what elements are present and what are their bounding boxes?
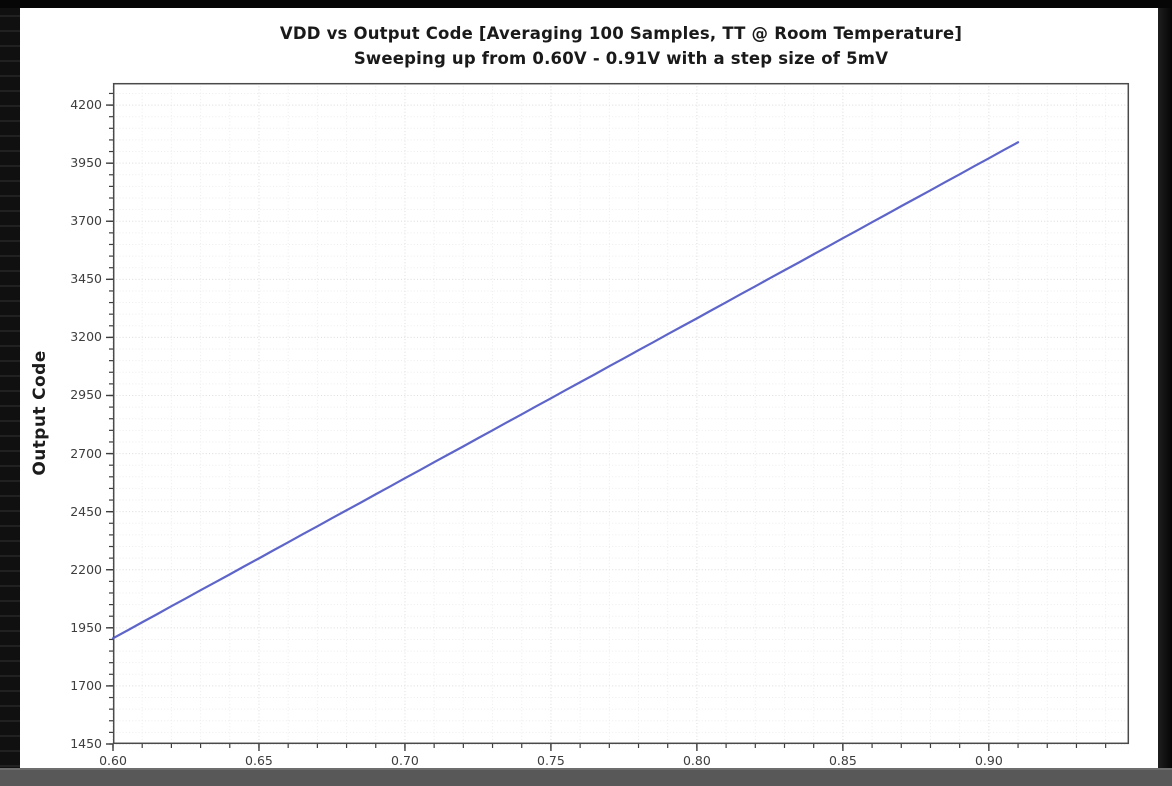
screen-border-right (1158, 0, 1172, 768)
chart-title-block: VDD vs Output Code [Averaging 100 Sample… (113, 21, 1129, 71)
y-tick-label: 4200 (70, 97, 102, 113)
x-tick-label: 0.60 (99, 753, 127, 768)
y-tick-label: 3450 (70, 271, 102, 287)
y-axis-label: Output Code (30, 350, 50, 476)
y-tick-label: 2700 (70, 445, 102, 461)
plot-area (106, 82, 1130, 751)
x-tick-label: 0.85 (828, 753, 857, 768)
y-tick-label: 1950 (70, 619, 102, 635)
y-tick-label: 3950 (70, 155, 102, 171)
y-tick-label: 1450 (70, 736, 102, 751)
y-tick-label: 3700 (70, 213, 102, 229)
y-tick-label: 1700 (70, 677, 102, 693)
chart-title: VDD vs Output Code [Averaging 100 Sample… (279, 24, 963, 43)
screen-border-top (0, 0, 1172, 8)
x-tick-label: 0.75 (537, 753, 565, 768)
x-tick-label: 0.90 (974, 753, 1003, 768)
data-line (111, 141, 1020, 640)
x-tick-label: 0.80 (682, 753, 711, 768)
plot-svg (106, 82, 1130, 751)
bottom-bar (0, 768, 1172, 786)
figure-canvas: VDD vs Output Code [Averaging 100 Sample… (20, 8, 1158, 768)
y-tick-label: 3200 (70, 329, 102, 345)
y-tick-label: 2450 (70, 503, 102, 519)
y-tick-label: 2200 (70, 561, 102, 577)
y-tick-label: 2950 (70, 387, 102, 403)
screen-border-left (0, 0, 20, 768)
chart-subtitle: Sweeping up from 0.60V - 0.91V with a st… (353, 49, 889, 68)
axes-spines (112, 82, 1130, 745)
x-tick-label: 0.70 (391, 753, 419, 768)
x-tick-label: 0.65 (245, 753, 273, 768)
